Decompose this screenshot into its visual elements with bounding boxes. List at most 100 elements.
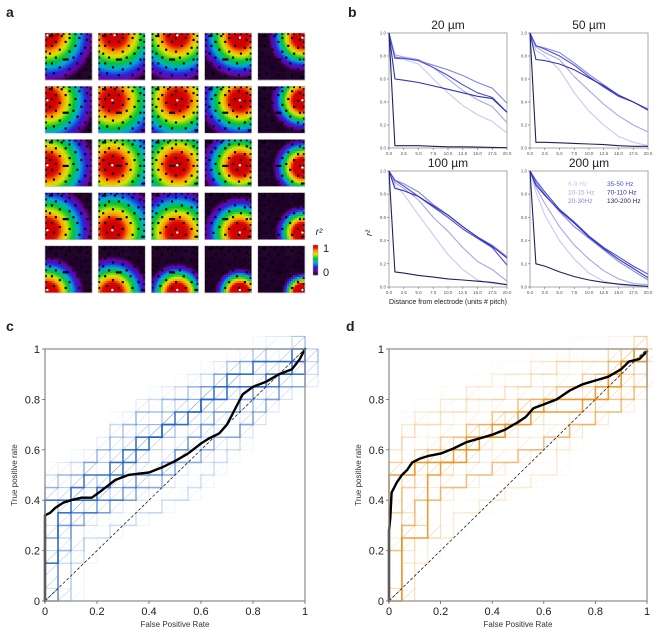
heatmap-cell xyxy=(186,36,189,40)
heatmap-cell xyxy=(167,109,170,112)
heatmap-cell xyxy=(182,92,185,95)
heatmap-cell xyxy=(298,70,302,73)
heatmap-cell xyxy=(194,117,197,120)
heatmap-cell xyxy=(72,78,75,81)
heatmap-cell xyxy=(143,103,146,107)
dead-electrode-marker xyxy=(72,109,75,112)
heatmap-cell xyxy=(141,40,144,44)
heatmap-cell xyxy=(176,97,180,101)
heatmap-cell xyxy=(106,64,109,67)
heatmap-cell xyxy=(151,78,154,81)
heatmap-cell xyxy=(82,40,85,44)
heatmap-cell xyxy=(90,119,93,122)
heatmap-cell xyxy=(196,76,199,79)
heatmap-cell xyxy=(232,70,235,73)
heatmap-cell xyxy=(45,117,48,120)
heatmap-cell xyxy=(107,66,111,69)
heatmap-cell xyxy=(52,54,56,57)
heatmap-cell xyxy=(216,38,219,42)
heatmap-cell xyxy=(245,36,248,40)
heatmap-cell xyxy=(66,101,69,105)
heatmap-cell xyxy=(267,36,270,40)
heatmap-cell xyxy=(88,62,91,65)
heatmap-cell xyxy=(54,86,57,89)
heatmap-cell xyxy=(279,50,282,53)
heatmap-cell xyxy=(58,129,61,132)
heatmap-cell xyxy=(109,101,113,105)
heatmap-cell xyxy=(243,86,246,89)
heatmap-cell xyxy=(172,94,176,97)
heatmap-cell xyxy=(222,86,225,89)
heatmap-cell xyxy=(163,121,166,124)
heatmap-cell xyxy=(188,64,191,67)
heatmap-cell xyxy=(247,64,250,67)
heatmap-cell xyxy=(196,119,199,122)
dead-electrode-marker xyxy=(277,58,280,61)
heatmap-cell xyxy=(261,66,264,69)
heatmap-cell xyxy=(107,111,111,114)
heatmap-cell xyxy=(218,34,221,38)
heatmap-cell xyxy=(125,88,128,91)
heatmap-cell xyxy=(109,62,113,65)
heatmap-cell xyxy=(188,52,191,55)
heatmap-cell xyxy=(72,119,75,122)
heatmap-cell xyxy=(159,76,162,79)
heatmap-cell xyxy=(82,92,85,95)
dead-electrode-marker xyxy=(232,56,235,59)
heatmap-cell xyxy=(210,42,213,45)
heatmap-cell xyxy=(115,40,119,44)
heatmap-cell xyxy=(46,86,50,89)
heatmap-cell xyxy=(169,48,172,51)
heatmap-cell xyxy=(125,129,128,132)
heatmap-cell xyxy=(228,38,231,42)
heatmap-cell xyxy=(151,72,154,75)
heatmap-cell xyxy=(196,52,199,55)
heatmap-cell xyxy=(271,60,274,63)
heatmap-cell xyxy=(289,74,292,77)
heatmap-cell xyxy=(102,99,105,103)
heatmap-cell xyxy=(98,62,101,65)
heatmap-cell xyxy=(161,50,164,53)
heatmap-cell xyxy=(98,38,101,42)
heatmap-cell xyxy=(68,34,71,38)
heatmap-cell xyxy=(196,62,199,65)
heatmap-cell xyxy=(80,115,83,118)
heatmap-cell xyxy=(72,64,75,67)
heatmap-cell xyxy=(186,103,189,107)
heatmap-cell xyxy=(64,115,67,118)
heatmap-cell xyxy=(46,78,50,81)
heatmap-cell xyxy=(121,86,124,89)
heatmap-cell xyxy=(237,44,241,47)
heatmap-cell xyxy=(230,54,233,57)
dead-electrode-marker xyxy=(121,50,124,53)
heatmap-cell xyxy=(222,33,225,36)
heatmap-cell xyxy=(52,74,56,77)
heatmap-cell xyxy=(100,95,103,99)
heatmap-cell xyxy=(119,38,122,42)
heatmap-cell xyxy=(172,117,176,120)
heatmap-cell xyxy=(224,38,227,42)
heatmap-cell xyxy=(64,76,67,79)
heatmap-cell xyxy=(113,62,117,65)
heatmap-cell xyxy=(115,42,119,45)
heatmap-cell xyxy=(48,103,52,107)
heatmap-cell xyxy=(163,56,166,59)
heatmap-cell xyxy=(102,125,105,128)
heatmap-cell xyxy=(74,92,77,95)
heatmap-cell xyxy=(275,74,278,77)
heatmap-cell xyxy=(151,74,154,77)
heatmap-cell xyxy=(107,46,111,49)
heatmap-cell xyxy=(204,52,207,55)
heatmap-cell xyxy=(143,101,146,105)
heatmap-cell xyxy=(52,34,56,38)
heatmap-cell xyxy=(178,117,182,120)
heatmap-cell xyxy=(157,129,160,132)
heatmap-cell xyxy=(82,42,85,45)
heatmap-cell xyxy=(76,113,79,116)
heatmap-cell xyxy=(257,60,261,63)
heatmap-cell xyxy=(74,117,77,120)
heatmap-cell xyxy=(153,95,156,99)
heatmap-cell xyxy=(119,48,122,51)
heatmap-cell xyxy=(131,58,134,61)
heatmap-cell xyxy=(52,58,56,61)
